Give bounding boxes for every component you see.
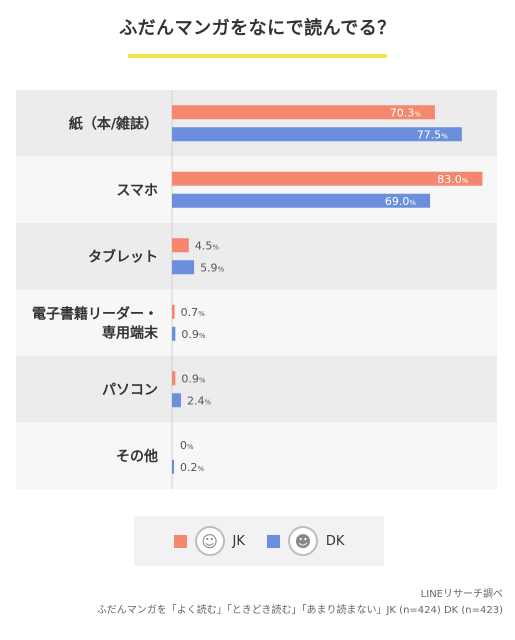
legend-label-dk: DK [325,533,345,549]
row-background [16,422,497,489]
chart-title: ふだんマンガをなにで読んでる？ [119,18,396,39]
data-label-dk: 69.0% [385,195,417,208]
row-background [16,90,497,157]
data-label-dk: 0.9% [181,328,206,341]
bar-dk [172,459,174,474]
data-label-dk: 5.9% [200,261,225,274]
survey-note: ふだんマンガを「よく読む」「ときどき読む」「あまり読まない」JK (n=424)… [96,605,503,616]
legend-item-dk: ☻ DK [266,526,345,556]
bar-jk [172,304,175,319]
data-label-jk: 0% [180,439,194,452]
row-background [16,356,497,423]
row-background [16,156,497,223]
legend-item-jk: ☺ JK [173,526,245,556]
title-underline [128,54,387,58]
category-label: タブレット [88,248,158,265]
bar-dk [172,127,462,142]
data-label-jk: 0.9% [181,372,206,385]
row-background [16,289,497,356]
legend-swatch-dk [266,534,280,548]
bar-jk [172,171,483,186]
source-credit: LINEリサーチ調べ [420,589,503,600]
girl-face-icon: ☺ [194,526,225,556]
bar-jk [172,105,435,120]
data-label-dk: 0.2% [180,461,205,474]
bar-dk [172,193,431,208]
bar-chart: 紙（本/雑誌） 70.3% 77.5% スマホ 83.0% 69.0% タブレット 4.5% 5… [16,90,497,489]
bar-jk [172,371,176,386]
category-label: スマホ [116,183,158,199]
data-label-jk: 70.3% [390,106,422,119]
bar-dk [172,326,176,341]
data-label-dk: 77.5% [417,128,449,141]
legend-label-jk: JK [232,533,245,549]
category-label: その他 [116,448,158,465]
bar-dk [172,260,195,275]
boy-face-icon: ☻ [287,526,318,556]
data-label-jk: 83.0% [437,173,469,186]
bar-dk [172,393,181,408]
legend: ☺ JK ☻ DK [134,516,384,566]
data-label-jk: 0.7% [181,306,206,319]
category-label: 電子書籍リーダー・専用端末 [32,305,159,341]
row-background [16,223,497,290]
category-label: 紙（本/雑誌） [69,115,158,132]
data-label-dk: 2.4% [187,394,212,407]
legend-swatch-jk [173,534,187,548]
bar-jk [172,238,189,253]
category-label: パソコン [102,382,158,398]
data-label-jk: 4.5% [195,239,220,252]
